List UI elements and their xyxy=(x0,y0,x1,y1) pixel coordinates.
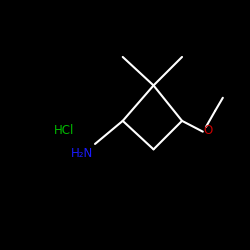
Text: H₂N: H₂N xyxy=(71,147,94,160)
Text: HCl: HCl xyxy=(54,124,74,136)
Text: O: O xyxy=(204,124,213,137)
